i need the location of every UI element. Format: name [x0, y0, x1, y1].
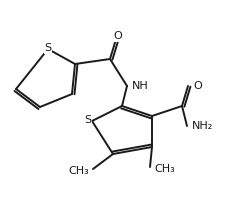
Text: S: S [85, 115, 92, 125]
Text: NH₂: NH₂ [192, 121, 213, 131]
Text: NH: NH [132, 81, 149, 91]
Text: S: S [44, 43, 52, 53]
Text: CH₃: CH₃ [68, 166, 89, 176]
Text: O: O [114, 31, 122, 41]
Text: O: O [193, 81, 202, 91]
Text: CH₃: CH₃ [154, 164, 175, 174]
